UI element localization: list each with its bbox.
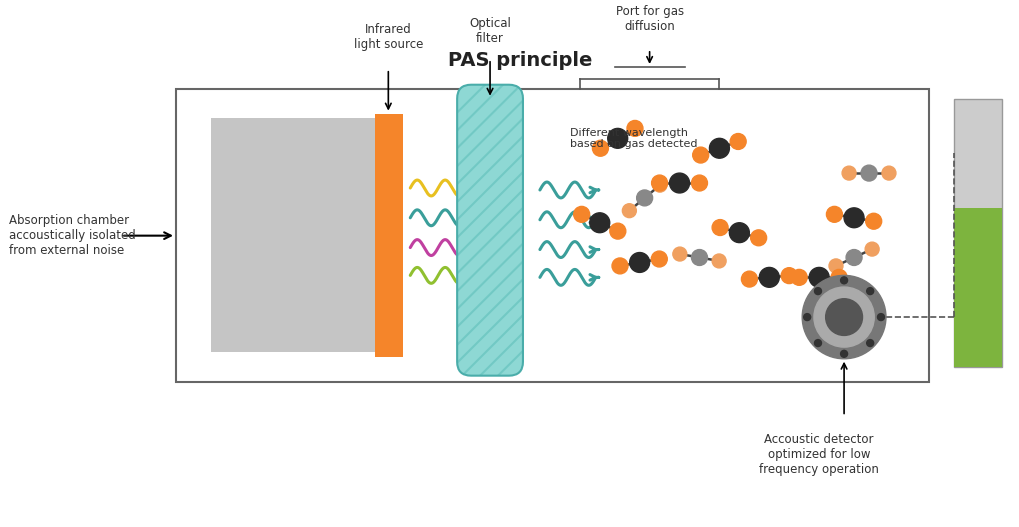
Circle shape [832,269,847,285]
Circle shape [651,175,667,191]
Circle shape [814,287,874,347]
Circle shape [877,314,884,320]
Circle shape [612,258,628,274]
Circle shape [692,250,707,266]
Circle shape [866,213,881,229]
Bar [176,89,929,382]
Circle shape [609,223,626,239]
Circle shape [712,220,729,236]
Circle shape [651,251,667,267]
Circle shape [782,268,797,284]
Circle shape [867,288,873,295]
Circle shape [592,140,608,156]
Circle shape [841,277,848,284]
Bar [954,208,1002,367]
Circle shape [867,339,873,347]
Circle shape [709,139,730,158]
Circle shape [759,267,780,287]
Circle shape [751,230,766,246]
Text: Port for gas
diffusion: Port for gas diffusion [615,5,684,33]
Circle shape [804,314,811,320]
Circle shape [814,339,821,347]
Circle shape [882,166,896,180]
Bar [211,119,375,352]
Circle shape [637,190,652,206]
Circle shape [742,271,757,287]
Circle shape [673,247,687,261]
Circle shape [825,299,862,335]
Circle shape [841,350,848,357]
Circle shape [844,208,864,228]
Circle shape [623,204,636,218]
Circle shape [730,223,749,242]
Circle shape [607,129,628,148]
Text: Absorption chamber
accoustically isolated
from external noise: Absorption chamber accoustically isolate… [9,214,137,257]
Circle shape [809,267,829,287]
Circle shape [802,276,886,359]
Text: Optical
filter: Optical filter [469,17,511,45]
Circle shape [814,288,821,295]
Circle shape [653,178,666,192]
Circle shape [829,259,843,273]
Circle shape [712,254,727,268]
FancyBboxPatch shape [458,85,523,376]
Circle shape [693,147,708,163]
Circle shape [791,269,807,285]
Circle shape [846,250,862,266]
Text: PAS principle: PAS principle [447,52,592,71]
Circle shape [627,121,643,136]
Text: Accoustic detector
optimized for low
frequency operation: Accoustic detector optimized for low fre… [759,433,879,475]
Bar [954,99,1002,367]
Circle shape [692,175,707,191]
Bar [375,113,404,357]
Circle shape [861,165,877,181]
Circle shape [826,207,843,222]
Circle shape [731,133,746,150]
Text: Infrared
light source: Infrared light source [354,23,423,51]
Circle shape [574,207,590,222]
Circle shape [590,213,609,233]
Circle shape [630,252,650,272]
Circle shape [669,173,690,193]
Circle shape [865,242,879,256]
FancyBboxPatch shape [458,85,523,376]
Text: Different wavelength
based on gas detected: Different wavelength based on gas detect… [570,128,697,149]
Circle shape [842,166,856,180]
